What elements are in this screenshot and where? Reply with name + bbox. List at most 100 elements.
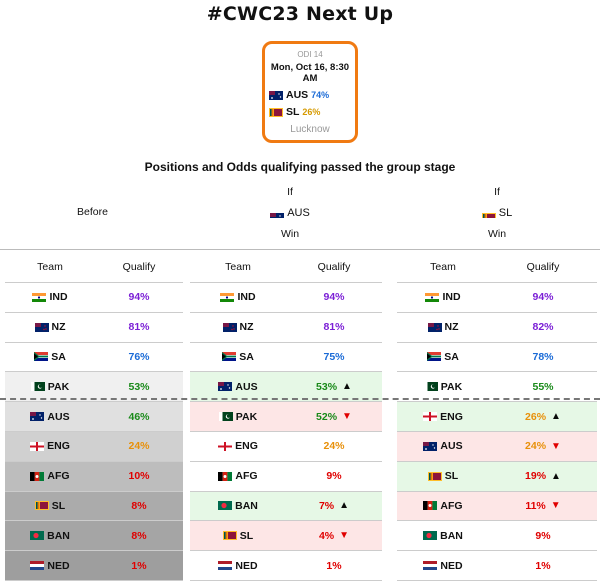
qualify-cell: 26% ▲ (489, 411, 597, 423)
aus-flag-icon (30, 412, 45, 422)
qualify-pct: 1% (326, 559, 342, 572)
qualify-cell: 24% ▼ (489, 440, 597, 452)
qualify-pct: 46% (128, 410, 150, 423)
team2-code: SL (286, 106, 300, 118)
team-code: AFG (47, 470, 70, 483)
match-team1: AUS 74% (265, 89, 355, 101)
team-code: NZ (51, 321, 66, 334)
qualify-cell: 8% (95, 500, 183, 512)
qualify-cell: 1% (489, 560, 597, 572)
aus-flag-icon (423, 441, 438, 451)
table-row: SA 75% (190, 342, 382, 373)
qualify-cell: 94% (286, 291, 382, 303)
team-cell: ENG (5, 440, 95, 452)
team-cell: SL (190, 530, 286, 542)
team-cell: BAN (397, 530, 489, 542)
team-cell: SA (190, 351, 286, 363)
qualify-cell: 78% (489, 351, 597, 363)
qualify-pct: 26% (525, 410, 547, 423)
table-row: SL 19% ▲ (397, 461, 597, 492)
team-code: SA (444, 350, 459, 363)
ind-flag-icon (425, 292, 440, 302)
arrow-down-icon: ▼ (339, 530, 350, 542)
nz-flag-icon (427, 322, 442, 332)
team2-pct: 26% (302, 107, 321, 117)
qualify-col-header: Qualify (526, 261, 560, 273)
qualify-cell: 76% (95, 351, 183, 363)
table-row: AUS 24% ▼ (397, 431, 597, 462)
qualify-cell: 46% (95, 411, 183, 423)
team-cell: PAK (190, 411, 286, 423)
header-before: Before (60, 202, 125, 223)
qualify-cell: 75% (286, 351, 382, 363)
team-code: NZ (444, 321, 459, 334)
qualify-pct: 81% (128, 321, 150, 334)
table-row: NED 1% (5, 551, 183, 581)
afg-flag-icon (423, 501, 438, 511)
qualify-pct: 11% (525, 499, 546, 512)
qualify-cell: 82% (489, 321, 597, 333)
qualify-cell: 81% (95, 321, 183, 333)
team-cell: AUS (190, 381, 286, 393)
arrow-down-icon: ▼ (551, 440, 561, 452)
qualify-pct: 53% (316, 380, 338, 393)
aus-flag-icon (270, 209, 285, 218)
team-cell: PAK (397, 381, 489, 393)
team-code: AFG (235, 470, 258, 483)
qualify-pct: 52% (316, 410, 338, 423)
team-cell: IND (397, 291, 489, 303)
team-cell: AFG (190, 470, 286, 482)
match-datetime: Mon, Oct 16, 8:30 AM (270, 62, 350, 84)
win-label: Win (280, 228, 300, 240)
team-cell: NED (5, 560, 95, 572)
qualify-cell: 53% (95, 381, 183, 393)
qualify-pct: 8% (131, 529, 147, 542)
qualify-pct: 82% (532, 321, 554, 334)
sl-label: SL (498, 207, 513, 219)
arrow-up-icon: ▲ (339, 500, 350, 512)
qualify-cell: 94% (489, 291, 597, 303)
ban-flag-icon (30, 531, 45, 541)
qualify-pct: 94% (128, 291, 150, 304)
match-card[interactable]: ODI 14 Mon, Oct 16, 8:30 AM AUS 74% SL 2… (262, 41, 358, 143)
team-code: ENG (440, 410, 463, 423)
page-title: #CWC23 Next Up (206, 3, 394, 25)
team-cell: AUS (5, 411, 95, 423)
team-col-header: Team (430, 261, 456, 273)
table-row: AFG 11% ▼ (397, 491, 597, 522)
header-if-aus: If AUS Win (255, 182, 325, 245)
qualify-pct: 94% (323, 291, 345, 304)
pak-flag-icon (423, 382, 438, 392)
sl-flag-icon (222, 531, 237, 541)
table-row: ENG 26% ▲ (397, 402, 597, 432)
team-code: PAK (47, 380, 70, 393)
qualify-cell: 55% (489, 381, 597, 393)
table-row: ENG 24% (190, 431, 382, 462)
qualify-pct: 78% (532, 350, 554, 363)
team-code: AUS (235, 380, 258, 393)
table-row: SL 8% (5, 491, 183, 522)
table-header: Team Qualify (190, 252, 382, 283)
ind-flag-icon (220, 292, 235, 302)
qualify-pct: 81% (323, 321, 345, 334)
team-code: AFG (440, 499, 463, 512)
table-row: SL 4% ▼ (190, 521, 382, 552)
team-col-header: Team (225, 261, 251, 273)
table-row: PAK 53% (5, 372, 183, 403)
afg-flag-icon (30, 471, 45, 481)
team-code: BAN (47, 529, 70, 542)
ned-flag-icon (218, 561, 233, 571)
qualify-cell: 94% (95, 291, 183, 303)
match-team2: SL 26% (265, 106, 355, 118)
table-row: NED 1% (190, 551, 382, 581)
sa-flag-icon (222, 352, 237, 362)
qualify-pct: 53% (128, 380, 150, 393)
qualify-pct: 9% (535, 529, 551, 542)
team-cell: BAN (5, 530, 95, 542)
qualify-cell: 24% (286, 440, 382, 452)
team-cell: NZ (190, 321, 286, 333)
if-label: If (494, 186, 500, 198)
team-code: SL (239, 529, 254, 542)
qualify-cell: 1% (286, 560, 382, 572)
table-if-aus-win: Team Qualify IND 94% NZ 81% SA 75% AUS 53% ▲ PAK 5… (190, 252, 382, 581)
